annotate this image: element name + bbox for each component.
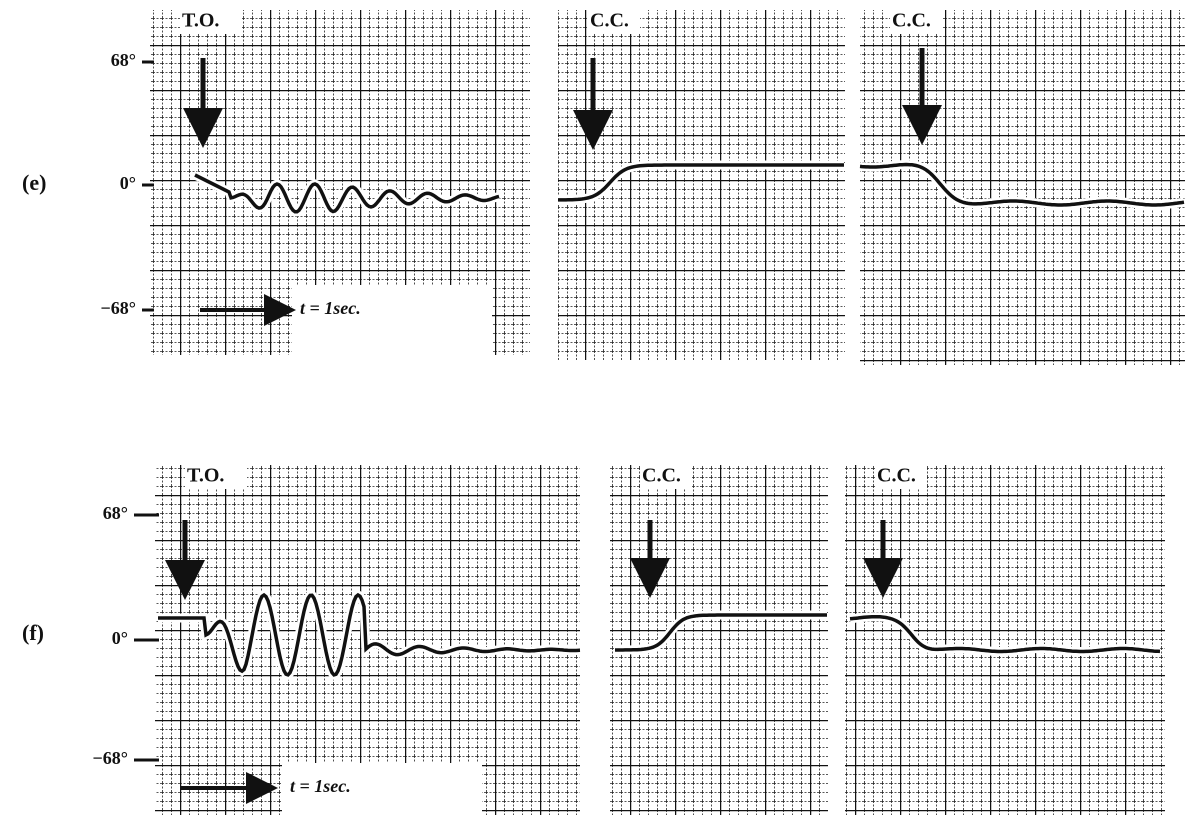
y-tick-label: 0° [112,628,128,648]
y-tick-label: 68° [111,50,136,70]
y-tick-label: −68° [101,298,136,318]
time-label: t = 1sec. [290,776,351,796]
row-label: (f) [22,620,44,645]
panel-title: C.C. [892,10,931,32]
panel-title: C.C. [642,465,681,487]
panel-title: C.C. [590,10,629,32]
time-backdrop [292,285,492,355]
figure: T.O. C.C. C.C. t = 1sec. (e) 68° 0° −68° T.O. C.C… [0,0,1187,819]
row-label: (e) [22,170,46,195]
chart-grid [558,10,845,360]
time-label: t = 1sec. [300,298,361,318]
chart-grid [610,465,828,815]
y-tick-label: 68° [103,503,128,523]
panel-title: C.C. [877,465,916,487]
chart-grid [845,465,1165,815]
y-tick-label: 0° [120,173,136,193]
chart-grid [860,10,1185,365]
panel-title: T.O. [182,10,219,32]
y-tick-label: −68° [93,748,128,768]
panel-title: T.O. [187,465,224,487]
